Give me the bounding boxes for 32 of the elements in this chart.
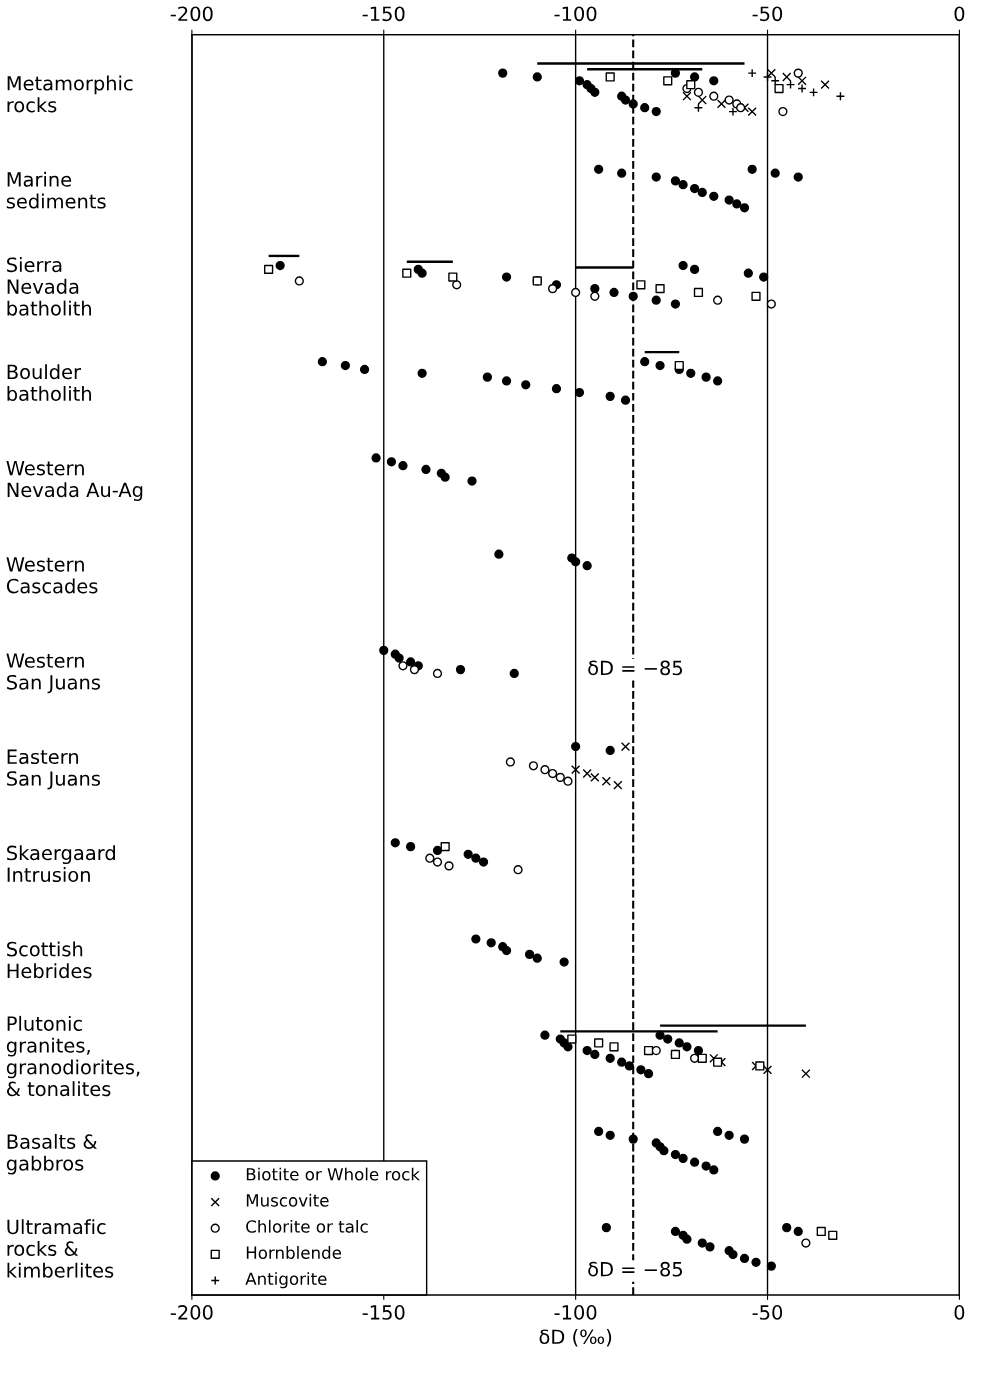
y-tick-label: Skaergaard Intrusion: [7, 845, 115, 883]
x2-tick-label: -200: [170, 6, 213, 22]
bar: [406, 260, 453, 263]
x-tick-label: -200: [170, 1305, 213, 1320]
x-tick-label: 0: [954, 1305, 965, 1320]
y-tick-label: Sierra Nevada batholith: [7, 257, 91, 316]
y-tick-label: Western Cascades: [6, 557, 98, 594]
y-tick-label: Plutonic granites, granodiorites, & tonalites: [6, 1015, 140, 1097]
y-tick-label: Basalts & gabbros: [6, 1133, 97, 1175]
legend-label: Biotite or Whole rock: [246, 1167, 420, 1181]
y-tick-label: Metamorphic rocks: [7, 75, 133, 113]
y-tick-label: Eastern San Juans: [7, 749, 101, 790]
x-tick-label: -100: [554, 1305, 597, 1320]
y-tick-label: Western San Juans: [6, 653, 101, 694]
y-tick-label: Marine sediments: [6, 171, 106, 209]
legend-label: Antigorite: [245, 1272, 327, 1289]
legend-label: Muscovite: [246, 1193, 329, 1207]
y-tick-label: Boulder batholith: [7, 364, 91, 402]
x2-tick-label: 0: [954, 6, 965, 22]
annotation: δD = −85: [588, 660, 683, 676]
x-axis-title: δD (‰): [539, 1329, 612, 1347]
legend-label: Hornblende: [246, 1246, 342, 1259]
y-tick-label: Western Nevada Au-Ag: [6, 460, 143, 501]
x-tick-label: -50: [752, 1305, 783, 1320]
ref-line-label: δD = −85: [588, 1261, 683, 1277]
x2-tick-label: -100: [554, 6, 597, 22]
legend-label: Chlorite or talc: [246, 1219, 368, 1233]
x2-tick-label: -150: [362, 6, 405, 22]
x-tick-label: -150: [362, 1305, 405, 1320]
y-tick-label: Scottish Hebrides: [7, 941, 92, 979]
y-tick-label: Ultramafic rocks & kimberlites: [7, 1219, 114, 1278]
x2-tick-label: -50: [752, 6, 783, 22]
